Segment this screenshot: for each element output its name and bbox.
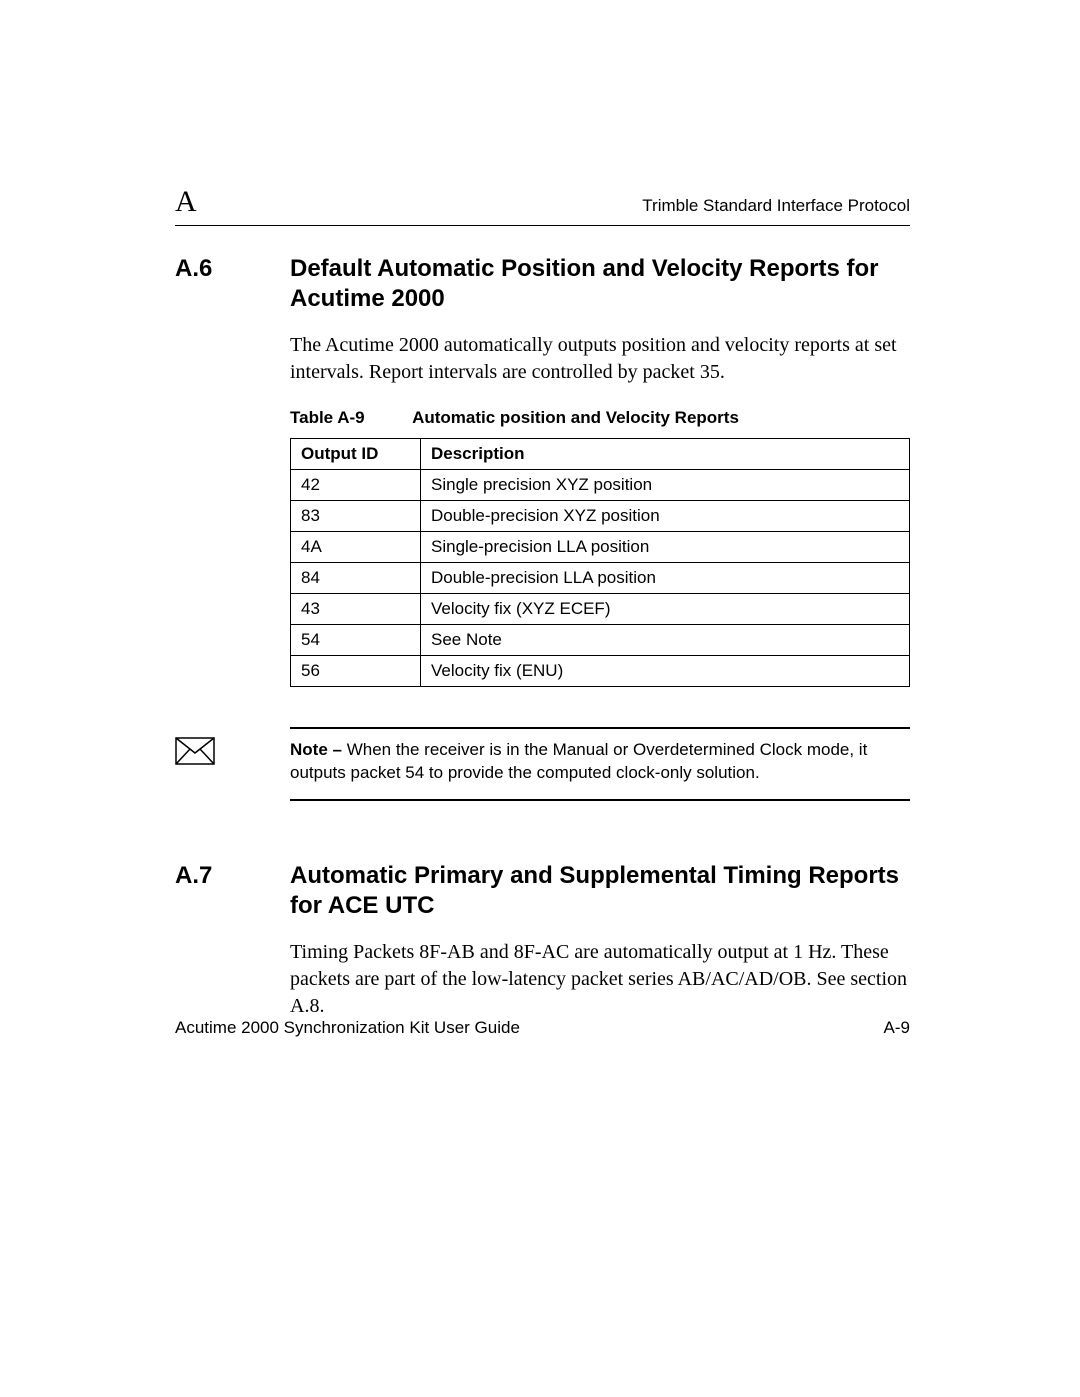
table-row: 54 See Note [291, 625, 910, 656]
footer-right: A-9 [884, 1018, 910, 1038]
table-row: 83 Double-precision XYZ position [291, 501, 910, 532]
table-row: 43 Velocity fix (XYZ ECEF) [291, 594, 910, 625]
table-row: 84 Double-precision LLA position [291, 563, 910, 594]
table-caption-label: Table A-9 [290, 408, 408, 428]
table-cell: Velocity fix (XYZ ECEF) [421, 594, 910, 625]
section-title: Default Automatic Position and Velocity … [290, 254, 910, 314]
table-cell: Single precision XYZ position [421, 470, 910, 501]
section-title: Automatic Primary and Supplemental Timin… [290, 861, 910, 921]
table-cell: Double-precision XYZ position [421, 501, 910, 532]
table-header-cell: Description [421, 439, 910, 470]
body-paragraph: Timing Packets 8F-AB and 8F-AC are autom… [290, 939, 910, 1020]
page-footer: Acutime 2000 Synchronization Kit User Gu… [175, 1018, 910, 1038]
running-header: A Trimble Standard Interface Protocol [175, 185, 910, 226]
section-number: A.6 [175, 254, 290, 314]
table-cell: 43 [291, 594, 421, 625]
section-number: A.7 [175, 861, 290, 921]
table-cell: 54 [291, 625, 421, 656]
table-cell: See Note [421, 625, 910, 656]
appendix-letter: A [175, 185, 197, 219]
table-header-cell: Output ID [291, 439, 421, 470]
table-cell: Single-precision LLA position [421, 532, 910, 563]
section-a7-body: Timing Packets 8F-AB and 8F-AC are autom… [290, 939, 910, 1020]
table-cell: 84 [291, 563, 421, 594]
note-block: Note – When the receiver is in the Manua… [290, 727, 910, 801]
section-a6-body: The Acutime 2000 automatically outputs p… [290, 332, 910, 801]
body-paragraph: The Acutime 2000 automatically outputs p… [290, 332, 910, 386]
section-a7-heading: A.7 Automatic Primary and Supplemental T… [175, 861, 910, 921]
footer-left: Acutime 2000 Synchronization Kit User Gu… [175, 1018, 520, 1038]
note-label: Note – [290, 740, 347, 759]
table-row: 42 Single precision XYZ position [291, 470, 910, 501]
table-row: 56 Velocity fix (ENU) [291, 656, 910, 687]
header-right-text: Trimble Standard Interface Protocol [642, 196, 910, 216]
table-row: 4A Single-precision LLA position [291, 532, 910, 563]
table-cell: Double-precision LLA position [421, 563, 910, 594]
table-header-row: Output ID Description [291, 439, 910, 470]
table-cell: 42 [291, 470, 421, 501]
table-cell: Velocity fix (ENU) [421, 656, 910, 687]
table-cell: 56 [291, 656, 421, 687]
note-text: When the receiver is in the Manual or Ov… [290, 740, 867, 782]
table-cell: 83 [291, 501, 421, 532]
table-cell: 4A [291, 532, 421, 563]
note-text-container: Note – When the receiver is in the Manua… [290, 727, 910, 801]
table-caption-title: Automatic position and Velocity Reports [412, 408, 739, 427]
table-a9-caption: Table A-9 Automatic position and Velocit… [290, 408, 910, 428]
envelope-icon [175, 737, 215, 770]
table-a9: Output ID Description 42 Single precisio… [290, 438, 910, 687]
page-content: A Trimble Standard Interface Protocol A.… [175, 185, 910, 1042]
section-a6-heading: A.6 Default Automatic Position and Veloc… [175, 254, 910, 314]
